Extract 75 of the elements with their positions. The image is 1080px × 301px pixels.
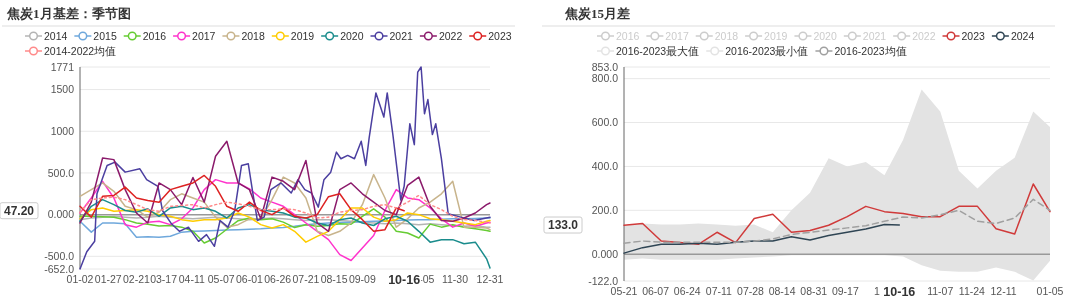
line-series [79,194,491,224]
x-tick-label: 01-05 [1036,285,1064,297]
y-tick-label: 1000 [50,124,75,137]
x-tick-label: 08-14 [768,285,796,297]
legend-label: 2014-2022均值 [44,44,117,57]
x-tick-label: 07-28 [737,285,765,297]
line-series [623,223,901,254]
chart-title: 焦炭1月基差：季节图 [6,6,131,21]
legend-label: 2023 [488,29,512,42]
legend-label: 2021 [389,29,414,42]
x-tick-label: 1 [874,285,881,297]
x-tick-label: 01-27 [94,273,122,285]
y-tick-label: 200.0 [591,203,619,216]
line-series [79,140,491,233]
y-tick-label: 400.0 [591,160,619,173]
chart-title: 焦炭15月差 [564,6,630,21]
x-tick-label: 05-21 [610,285,638,297]
x-tick-label: 04-11 [178,273,206,285]
legend-label: 2014 [44,29,68,42]
x-tick-label: 06-26 [264,273,292,285]
line-series [79,66,491,270]
y-tick-label: -500.0 [44,249,75,262]
x-tick-label: 12-31 [476,273,504,285]
line-series [79,174,405,233]
x-tick-label: 07-11 [705,285,733,297]
legend-label: 2023 [961,29,986,42]
y-tick-label: -652.0 [44,262,75,275]
y-tick-label: -122.0 [588,274,619,287]
legend-label: 2017 [192,29,216,42]
legend-label: 2016 [142,29,167,42]
line-series [623,198,1051,244]
line-series [79,198,491,269]
x-tick-label: 06-24 [673,285,701,297]
line-series [623,183,1051,246]
y-tick-label: 800.0 [591,72,619,85]
x-tick-label: 11-07 [927,285,954,297]
x-tick-label: 11-24 [958,285,986,297]
line-series [79,215,491,228]
x-tick-label: 08-31 [800,285,828,297]
x-tick-label: 01-02 [66,273,94,285]
text: 47.20 [3,204,35,219]
legend-label: 2019 [290,29,315,42]
text: 10-16 [883,285,916,299]
text: 10-16 [388,273,421,287]
x-tick-label: 07-21 [292,273,320,285]
y-tick-label: 1771 [50,60,75,73]
x-tick-label: 03-17 [150,273,178,285]
legend-label: 2020 [340,29,364,42]
legend-label: 2016-2023最小值 [725,44,809,57]
x-tick-label: 05-07 [207,273,235,285]
x-tick-label: 08-15 [320,273,348,285]
text: 133.0 [547,218,579,233]
x-tick-label: 09-09 [348,273,376,285]
legend-label: 2024 [1010,29,1035,42]
x-tick-label: 12-11 [990,285,1017,297]
y-tick-label: 500.0 [47,166,75,179]
y-tick-label: 853.0 [591,60,619,73]
x-tick-label: 09-17 [831,285,859,297]
legend-label: 2022 [438,29,463,42]
y-tick-label: 0.000 [591,247,619,260]
line-series [79,173,491,237]
x-tick-label: 06-07 [642,285,670,297]
line-series [79,217,491,238]
legend-label: 2018 [241,29,265,42]
x-tick-label: 06-01 [235,273,264,285]
y-tick-label: 600.0 [591,116,619,129]
legend-label: 2016-2023均值 [834,44,907,57]
y-tick-label: 1500 [50,83,75,96]
x-tick-label: 02-21 [123,273,151,285]
line-series [79,178,491,262]
x-tick-label: -05 [419,273,435,285]
legend-label: 2016-2023最大值 [616,44,700,57]
legend-label: 2015 [93,29,117,42]
y-tick-label: 0.000 [47,208,75,221]
x-tick-label: 11-30 [441,273,469,285]
